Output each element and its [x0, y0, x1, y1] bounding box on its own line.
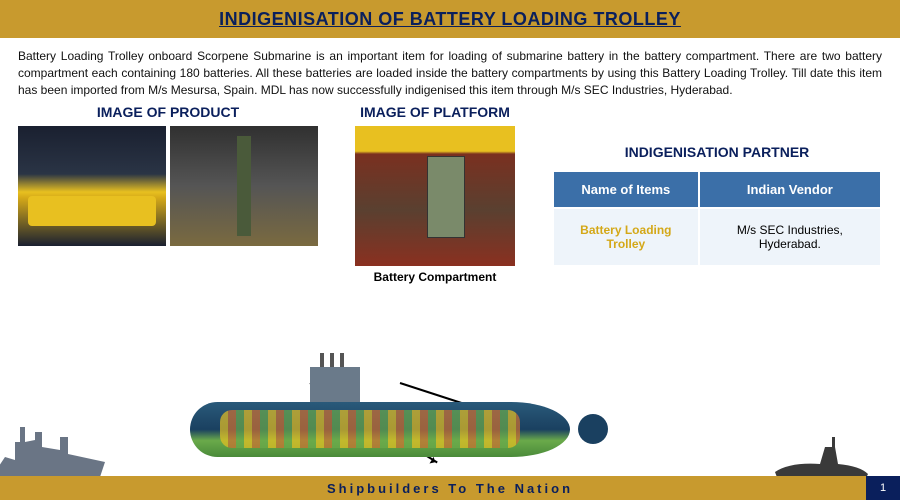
platform-section-label: IMAGE OF PLATFORM [330, 104, 540, 120]
warship-silhouette-icon [0, 412, 110, 482]
footer-tagline: Shipbuilders To The Nation [327, 481, 573, 496]
table-cell-item: Battery Loading Trolley [553, 208, 699, 266]
table-row: Battery Loading Trolley M/s SEC Industri… [553, 208, 881, 266]
content-row: IMAGE OF PRODUCT IMAGE OF PLATFORM Batte… [0, 104, 900, 284]
footer-bar: Shipbuilders To The Nation [0, 476, 900, 500]
partner-table: Name of Items Indian Vendor Battery Load… [552, 170, 882, 267]
platform-column: IMAGE OF PLATFORM Battery Compartment [330, 104, 540, 284]
product-images [18, 126, 318, 246]
platform-image [355, 126, 515, 266]
partner-column: INDIGENISATION PARTNER Name of Items Ind… [552, 104, 882, 284]
submarine-silhouette-icon [770, 432, 870, 482]
submarine-tower [310, 367, 360, 407]
product-section-label: IMAGE OF PRODUCT [18, 104, 318, 120]
submarine-propeller [578, 414, 608, 444]
platform-caption: Battery Compartment [330, 270, 540, 284]
partner-section-label: INDIGENISATION PARTNER [552, 144, 882, 160]
table-header-vendor: Indian Vendor [699, 171, 881, 208]
submarine-cutaway [220, 410, 520, 448]
table-header-items: Name of Items [553, 171, 699, 208]
product-column: IMAGE OF PRODUCT [18, 104, 318, 284]
page-number: 1 [866, 476, 900, 500]
title-bar: INDIGENISATION OF BATTERY LOADING TROLLE… [0, 0, 900, 38]
table-cell-vendor: M/s SEC Industries, Hyderabad. [699, 208, 881, 266]
page-title: INDIGENISATION OF BATTERY LOADING TROLLE… [219, 9, 681, 30]
description-paragraph: Battery Loading Trolley onboard Scorpene… [0, 38, 900, 104]
product-image-trolley [18, 126, 166, 246]
submarine-diagram [170, 352, 590, 472]
product-image-frame [170, 126, 318, 246]
table-header-row: Name of Items Indian Vendor [553, 171, 881, 208]
